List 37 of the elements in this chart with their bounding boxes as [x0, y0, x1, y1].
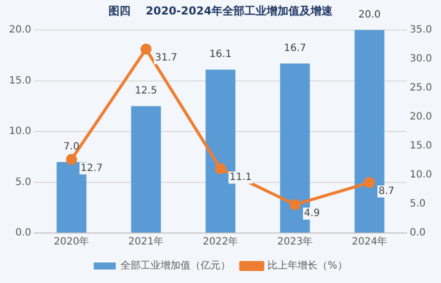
data-label: 8.7 [378, 186, 394, 198]
y-tick-label: 10.0 [9, 126, 32, 138]
x-tick-label: 2022年 [202, 236, 238, 248]
bar [131, 106, 161, 232]
data-label: 31.7 [155, 52, 178, 64]
y2-tick-label: 0.0 [410, 228, 426, 239]
point [66, 154, 78, 165]
data-label: 16.1 [209, 49, 232, 60]
point [140, 44, 152, 55]
y-tick-label: 0.0 [15, 228, 32, 239]
point [289, 199, 300, 210]
x-tick-label: 2024年 [352, 236, 388, 248]
x-tick-label: 2020年 [54, 236, 90, 248]
y-tick-label: 20.0 [9, 24, 32, 36]
x-tick-label: 2023年 [277, 236, 313, 248]
data-label: 20.0 [358, 10, 381, 21]
y2-tick-label: 20.0 [410, 112, 432, 123]
data-label: 7.0 [64, 142, 80, 153]
data-label: 12.5 [134, 86, 158, 97]
chart-title: 图四 2020-2024年全部工业增加值及增速 [108, 4, 334, 18]
x-tick-label: 2021年 [128, 236, 164, 248]
y2-tick-label: 25.0 [410, 82, 432, 94]
y2-tick-label: 15.0 [410, 140, 432, 152]
y2-tick-label: 35.0 [410, 24, 432, 36]
y2-tick-label: 5.0 [410, 198, 426, 210]
point [215, 163, 226, 174]
y-tick-label: 5.0 [15, 176, 32, 188]
data-label: 4.9 [304, 208, 320, 220]
data-label: 12.7 [80, 162, 103, 174]
legend-label: 全部工业增加值（亿元） [120, 260, 231, 272]
y2-tick-label: 10.0 [410, 170, 432, 181]
point [364, 177, 375, 188]
y-tick-label: 15.0 [9, 75, 32, 86]
y2-tick-label: 30.0 [410, 54, 432, 65]
data-label: 11.1 [230, 172, 252, 184]
legend-label: 比上年增长（%） [268, 260, 348, 272]
data-label: 16.7 [284, 43, 306, 54]
